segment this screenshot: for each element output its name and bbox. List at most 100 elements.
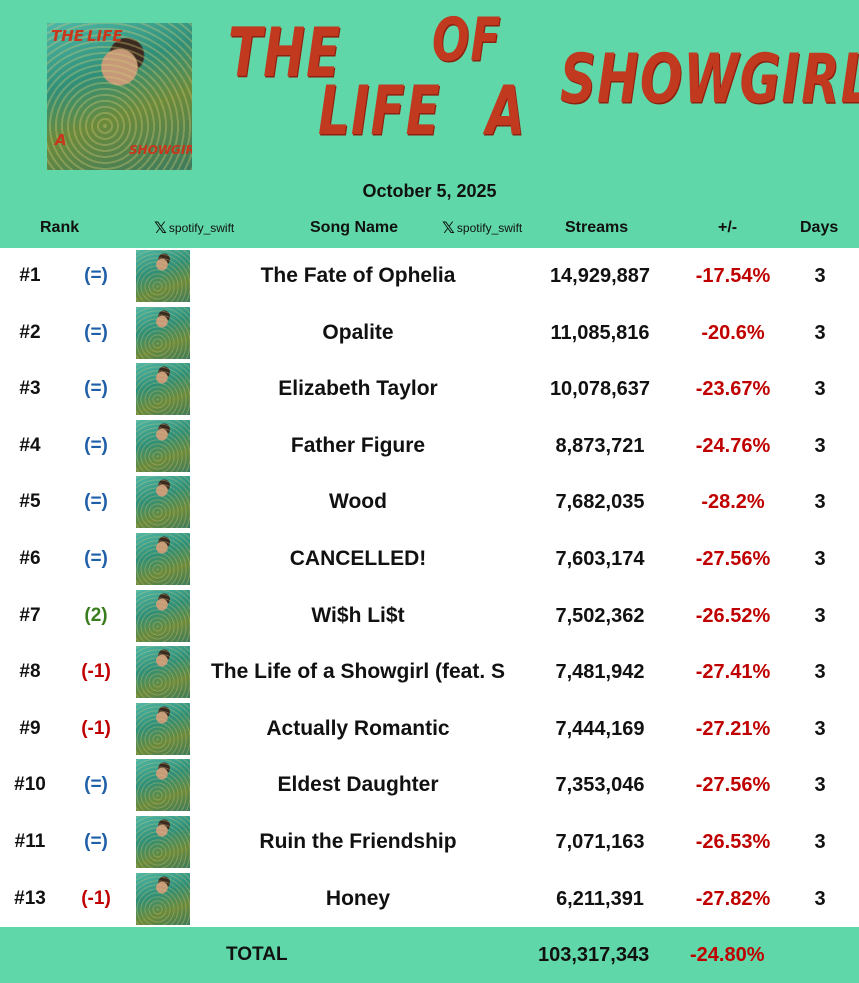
col-song: Song Name [310,219,399,236]
change-percent: -27.56% [695,774,771,797]
rank-cell: #4 [19,434,41,456]
table-row: #8 (-1) The Life of a Showgirl (feat. S 7,4… [0,644,859,700]
x-logo-icon: 𝕏 [154,218,167,237]
song-name: The Fate of Ophelia [260,264,456,287]
streams-cell: 7,481,942 [555,661,645,684]
rank-change: (-1) [81,887,111,909]
change-percent: -23.67% [695,378,771,401]
days-cell: 3 [814,378,826,401]
days-cell: 3 [814,265,826,287]
album-thumbnail [136,646,190,699]
streams-cell: 10,078,637 [549,378,651,401]
album-thumbnail [136,589,190,642]
days-cell: 3 [814,491,826,514]
rank-cell: #6 [19,548,41,569]
streams-cell: 14,929,887 [549,265,651,287]
title-word-life: LIFE [318,72,441,151]
table-row: #9 (-1) Actually Romantic 7,444,169 -27.21% 3 [0,701,859,757]
rank-cell: #10 [14,774,46,796]
rank-change: (=) [84,491,108,513]
rank-cell: #5 [19,491,41,513]
rank-change: (=) [84,434,108,456]
table-row: #6 (=) CANCELLED! 7,603,174 -27.56% 3 [0,531,859,587]
album-thumbnail [136,702,190,755]
song-name: Actually Romantic [266,716,450,740]
days-cell: 3 [814,831,826,853]
rank-change: (=) [84,548,108,569]
days-cell: 3 [814,434,826,457]
song-name: Wi$h Li$t [311,603,405,627]
x-logo-icon: 𝕏 [442,218,455,237]
streams-cell: 6,211,391 [556,887,644,910]
album-thumbnail [136,872,190,925]
rank-cell: #7 [19,604,41,626]
streams-cell: 11,085,816 [550,321,650,344]
song-name: Honey [325,886,391,910]
change-percent: -20.6% [701,321,765,344]
title-word-showgirl: SHOWGIRL [560,40,859,119]
rank-cell: #9 [19,717,41,739]
rank-change: (=) [84,321,108,343]
change-percent: -27.56% [695,548,771,570]
streams-cell: 7,502,362 [555,604,645,627]
change-percent: -27.21% [695,717,771,740]
title-word-a: A [486,72,526,151]
total-row: TOTAL 103,317,343 -24.80% [0,927,859,983]
cover-text-the: THE [51,27,85,45]
days-cell: 3 [814,774,826,797]
col-change: +/- [718,219,738,236]
change-percent: -24.76% [695,434,771,457]
days-cell: 3 [814,717,826,740]
song-name: The Life of a Showgirl (feat. S [210,660,506,684]
change-percent: -26.53% [695,831,771,853]
table-row: #7 (2) Wi$h Li$t 7,502,362 -26.52% 3 [0,588,859,644]
album-thumbnail [136,476,190,529]
table-row: #4 (=) Father Figure 8,873,721 -24.76% 3 [0,418,859,474]
album-thumbnail [136,759,190,812]
handle-text: spotify_swift [456,220,523,235]
song-name: Ruin the Friendship [259,830,457,853]
table-row: #13 (-1) Honey 6,211,391 -27.82% 3 [0,871,859,927]
cover-text-life: LIFE [87,27,123,45]
table-row: #3 (=) Elizabeth Taylor 10,078,637 -23.67% 3 [0,361,859,417]
rank-change: (-1) [81,661,111,683]
streams-cell: 7,682,035 [555,491,645,514]
handle-text: spotify_swift [168,220,235,235]
change-percent: -27.82% [695,887,771,910]
total-change: -24.80% [690,944,765,966]
streams-cell: 7,444,169 [555,717,645,740]
song-name: Elizabeth Taylor [278,377,438,401]
album-thumbnail [136,816,190,868]
album-thumbnail [136,419,190,472]
days-cell: 3 [814,604,826,627]
streams-cell: 7,071,163 [555,831,645,853]
rank-cell: #13 [14,887,46,909]
cover-text-a: A [55,131,67,149]
album-thumbnail [136,306,190,359]
song-name: Eldest Daughter [277,773,439,797]
song-name: Opalite [322,320,394,344]
days-cell: 3 [814,661,826,684]
table-row: #1 (=) The Fate of Ophelia 14,929,887 -17.54… [0,248,859,304]
change-percent: -17.54% [695,265,771,287]
album-thumbnail [136,363,190,416]
rank-cell: #2 [19,321,41,343]
album-cover: THE LIFE A SHOWGIRL [47,23,192,170]
title-word-the: THE [228,14,342,93]
days-cell: 3 [814,548,826,570]
rank-cell: #1 [19,265,41,286]
rank-cell: #11 [14,831,46,852]
col-rank: Rank [40,219,80,236]
song-name: Father Figure [290,433,426,457]
title-word-of: OF [432,6,502,75]
song-name: Wood [329,490,387,514]
table-row: #11 (=) Ruin the Friendship 7,071,163 -26.53… [0,814,859,870]
days-cell: 3 [814,887,826,910]
rank-change: (=) [84,265,108,286]
album-thumbnail [136,533,190,585]
total-label: TOTAL [226,944,288,965]
rank-change: (=) [84,378,108,400]
change-percent: -26.52% [695,604,771,627]
